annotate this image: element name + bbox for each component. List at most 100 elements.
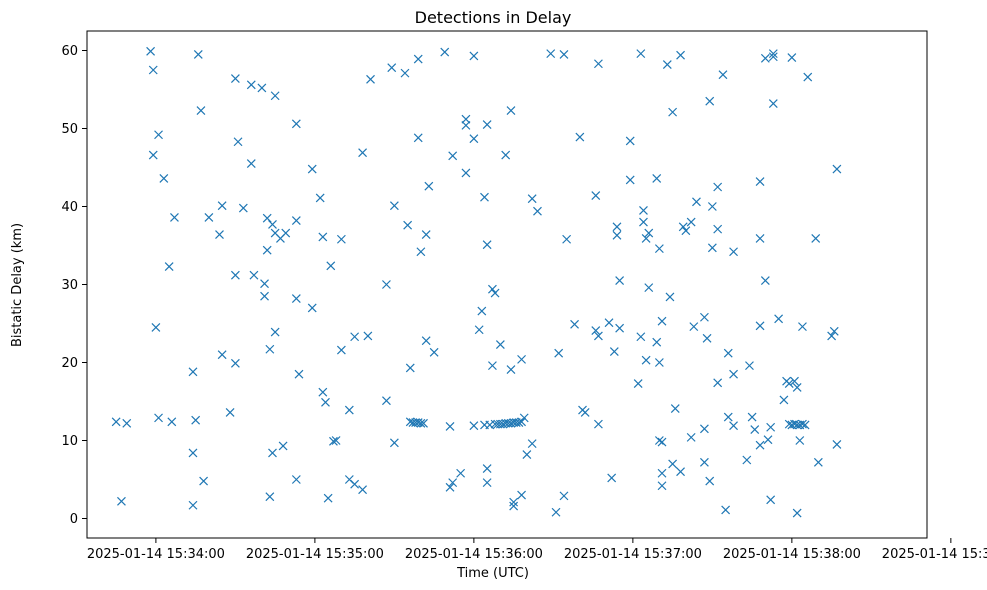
data-point xyxy=(257,83,267,93)
data-point xyxy=(517,354,526,364)
data-point xyxy=(461,168,471,178)
data-point xyxy=(832,164,842,174)
data-point xyxy=(625,175,635,185)
data-point xyxy=(167,417,177,427)
data-point xyxy=(217,350,227,360)
data-point xyxy=(291,216,301,225)
data-point xyxy=(400,68,410,78)
data-point xyxy=(811,234,821,243)
data-point xyxy=(750,425,760,435)
data-point xyxy=(593,419,603,429)
data-point xyxy=(389,201,399,211)
data-point xyxy=(405,363,415,373)
y-axis-ticks: 0 10 20 30 40 50 60 xyxy=(61,44,87,527)
data-point xyxy=(424,181,434,191)
data-point xyxy=(230,270,240,280)
data-point xyxy=(676,467,685,477)
data-point xyxy=(389,438,399,448)
data-point xyxy=(705,476,715,486)
data-point xyxy=(164,262,174,271)
data-point xyxy=(829,326,839,336)
data-point xyxy=(336,234,346,244)
data-point xyxy=(580,407,590,417)
data-point xyxy=(721,505,731,515)
data-point xyxy=(238,203,248,213)
y-axis-label: Bistatic Delay (km) xyxy=(10,223,25,347)
data-point xyxy=(707,202,717,211)
data-point xyxy=(787,53,797,62)
data-point xyxy=(281,228,291,238)
data-point xyxy=(419,418,428,428)
data-point xyxy=(699,312,709,322)
data-point xyxy=(262,213,272,223)
data-point xyxy=(366,74,375,84)
x-tick-label: 2025-01-14 15:37:00 xyxy=(564,547,702,562)
data-point xyxy=(689,322,699,332)
data-point xyxy=(291,475,301,484)
data-point xyxy=(199,476,209,486)
data-point xyxy=(699,457,709,467)
data-point xyxy=(707,243,717,253)
data-point xyxy=(188,448,198,458)
data-point xyxy=(350,332,360,342)
data-point xyxy=(307,164,317,174)
x-axis-ticks: 2025-01-14 15:34:00 2025-01-14 15:35:00 20… xyxy=(87,538,987,562)
data-point xyxy=(262,245,272,255)
data-point xyxy=(490,288,500,298)
data-point xyxy=(723,348,733,358)
data-point xyxy=(657,481,667,491)
data-point xyxy=(270,91,280,101)
data-point xyxy=(768,49,778,59)
data-point xyxy=(678,222,688,232)
data-point xyxy=(755,440,765,450)
data-point xyxy=(506,106,516,115)
y-tick-label: 20 xyxy=(61,356,78,371)
data-point xyxy=(612,230,622,240)
data-point xyxy=(639,205,648,215)
data-point xyxy=(768,99,778,108)
y-tick-label: 0 xyxy=(70,512,78,527)
data-point xyxy=(358,485,368,495)
data-point xyxy=(766,495,776,505)
data-point xyxy=(665,292,675,302)
data-point xyxy=(329,436,338,446)
data-point xyxy=(122,418,132,428)
x-tick-label: 2025-01-14 15:39:00 xyxy=(882,547,987,562)
data-point xyxy=(774,314,784,324)
data-point xyxy=(382,396,391,406)
data-point xyxy=(480,192,489,202)
data-point xyxy=(798,419,807,429)
x-axis-label: Time (UTC) xyxy=(456,566,529,581)
data-point xyxy=(607,473,617,483)
chart-title: Detections in Delay xyxy=(415,8,572,27)
data-point xyxy=(188,367,198,377)
data-point xyxy=(713,182,723,192)
data-point xyxy=(268,220,277,229)
data-point xyxy=(662,60,672,69)
data-point xyxy=(755,177,765,186)
data-point xyxy=(593,59,603,69)
data-point xyxy=(768,52,778,62)
data-point xyxy=(146,46,156,56)
data-point xyxy=(278,441,288,451)
data-point xyxy=(729,421,738,431)
x-tick-label: 2025-01-14 15:36:00 xyxy=(405,547,543,562)
data-point xyxy=(461,114,471,124)
data-point xyxy=(358,148,368,158)
data-point xyxy=(779,395,789,405)
data-point xyxy=(413,133,423,143)
data-point xyxy=(800,420,810,430)
data-point xyxy=(154,130,163,140)
data-point xyxy=(652,337,662,347)
data-point xyxy=(501,150,511,160)
data-point xyxy=(448,478,458,488)
data-point xyxy=(151,322,161,332)
data-point xyxy=(639,217,648,227)
data-point xyxy=(482,464,492,474)
y-tick-label: 10 xyxy=(61,434,78,449)
data-point xyxy=(215,230,224,240)
data-point xyxy=(591,326,601,335)
data-points xyxy=(111,46,842,518)
data-point xyxy=(766,422,776,432)
